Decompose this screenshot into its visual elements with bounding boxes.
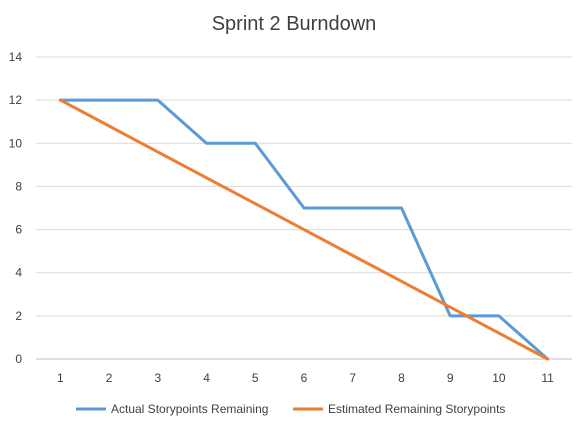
x-tick-label: 5 (252, 371, 259, 385)
legend: Actual Storypoints Remaining Estimated Re… (76, 402, 505, 416)
y-tick-label: 2 (15, 309, 22, 323)
x-tick-label: 6 (301, 371, 308, 385)
x-tick-label: 7 (349, 371, 356, 385)
y-tick-label: 14 (9, 50, 23, 64)
chart-title: Sprint 2 Burndown (212, 13, 377, 35)
x-tick-label: 2 (106, 371, 113, 385)
y-tick-label: 6 (15, 223, 22, 237)
x-tick-label: 8 (398, 371, 405, 385)
x-tick-label: 3 (154, 371, 161, 385)
x-axis-ticks: 1 2 3 4 5 6 7 8 9 10 11 (57, 371, 554, 385)
series-lines (58, 98, 550, 361)
y-tick-label: 10 (9, 136, 23, 150)
series-line-estimated (58, 98, 550, 361)
legend-label: Actual Storypoints Remaining (111, 402, 268, 416)
x-tick-label: 9 (447, 371, 454, 385)
y-tick-label: 0 (15, 352, 22, 366)
y-tick-label: 8 (15, 179, 22, 193)
x-tick-label: 1 (57, 371, 64, 385)
y-tick-label: 12 (9, 93, 23, 107)
y-axis-ticks: 0 2 4 6 8 10 12 14 (9, 50, 23, 366)
x-tick-label: 10 (492, 371, 506, 385)
x-tick-label: 4 (203, 371, 210, 385)
y-tick-label: 4 (15, 266, 22, 280)
x-tick-label: 11 (541, 371, 554, 385)
legend-label: Estimated Remaining Storypoints (328, 402, 505, 416)
